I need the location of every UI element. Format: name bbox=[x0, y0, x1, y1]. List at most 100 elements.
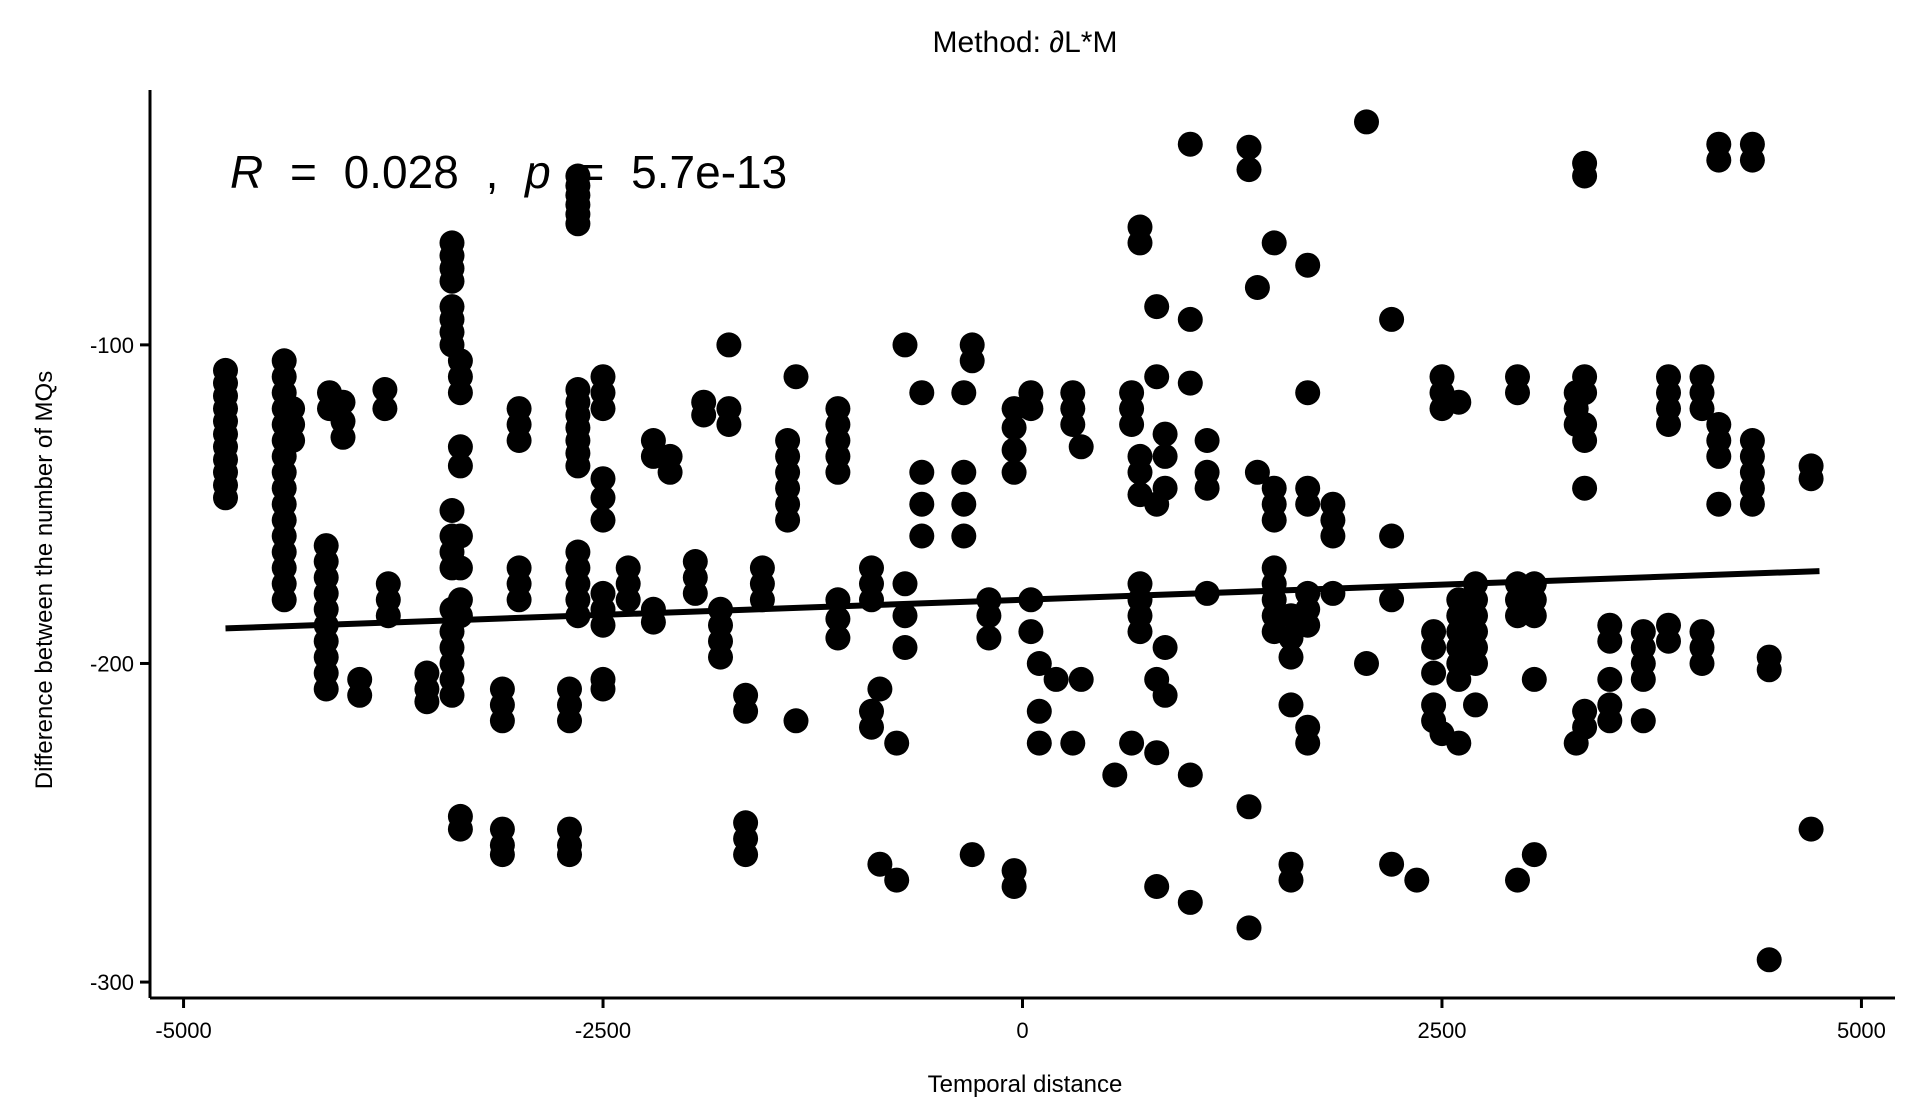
data-point bbox=[506, 428, 532, 453]
y-tick-label: -300 bbox=[90, 970, 134, 995]
data-point bbox=[1320, 580, 1346, 606]
data-point bbox=[1630, 708, 1656, 734]
data-point bbox=[414, 689, 440, 715]
y-axis-ticks: -300 -200 -100 bbox=[90, 333, 150, 995]
data-point bbox=[1597, 628, 1623, 654]
p-value: 5.7e-13 bbox=[631, 146, 787, 198]
data-point bbox=[1463, 651, 1488, 676]
data-point bbox=[1798, 466, 1824, 492]
data-point bbox=[783, 708, 809, 734]
data-point bbox=[825, 625, 851, 651]
data-point bbox=[959, 842, 985, 868]
data-point bbox=[1152, 635, 1178, 660]
data-point bbox=[447, 523, 473, 549]
data-point bbox=[1026, 698, 1052, 724]
x-tick-label: 2500 bbox=[1417, 1018, 1466, 1043]
data-point bbox=[1463, 692, 1488, 718]
data-point bbox=[1572, 475, 1598, 501]
data-point bbox=[590, 466, 616, 492]
data-point bbox=[1144, 294, 1170, 320]
data-point bbox=[1018, 619, 1044, 645]
data-point bbox=[447, 453, 473, 479]
data-point bbox=[1756, 657, 1782, 683]
data-point bbox=[1572, 163, 1598, 189]
data-point bbox=[976, 625, 1002, 651]
data-point bbox=[1261, 230, 1287, 256]
data-point bbox=[1152, 421, 1178, 447]
data-point bbox=[280, 428, 306, 453]
data-point bbox=[1521, 666, 1547, 692]
data-point bbox=[892, 603, 918, 629]
data-point bbox=[1739, 147, 1765, 173]
data-point bbox=[1379, 306, 1405, 332]
data-point bbox=[951, 380, 977, 406]
data-point bbox=[1756, 947, 1782, 973]
data-point bbox=[1739, 491, 1765, 517]
data-point bbox=[1379, 851, 1405, 877]
annotation-separator: , bbox=[486, 146, 499, 198]
data-point bbox=[1295, 730, 1321, 756]
data-point bbox=[1261, 507, 1287, 533]
data-point bbox=[959, 348, 985, 374]
data-point bbox=[330, 389, 356, 415]
data-point bbox=[884, 867, 910, 893]
data-point bbox=[1194, 475, 1220, 501]
data-point bbox=[1177, 306, 1203, 332]
data-point bbox=[1177, 889, 1203, 915]
x-tick-label: -2500 bbox=[575, 1018, 631, 1043]
data-point bbox=[1421, 635, 1447, 660]
data-point bbox=[565, 211, 591, 237]
data-point bbox=[884, 730, 910, 756]
p-symbol: p bbox=[523, 146, 551, 198]
data-point bbox=[1144, 740, 1170, 766]
correlation-annotation: R = 0.028 , p = 5.7e-13 bbox=[230, 146, 787, 198]
data-point bbox=[347, 682, 373, 708]
data-point bbox=[1026, 730, 1052, 756]
data-point bbox=[1236, 134, 1262, 160]
data-point bbox=[1706, 443, 1732, 469]
data-point bbox=[892, 571, 918, 597]
y-axis-title: Difference between the number of MQs bbox=[31, 371, 58, 789]
data-point bbox=[892, 635, 918, 660]
data-point bbox=[1706, 491, 1732, 517]
data-point bbox=[1446, 666, 1472, 692]
data-point bbox=[1001, 459, 1027, 485]
data-point bbox=[1026, 651, 1052, 676]
data-point bbox=[1656, 628, 1681, 654]
data-point bbox=[1521, 842, 1547, 868]
data-point bbox=[682, 580, 708, 606]
x-tick-label: -5000 bbox=[155, 1018, 211, 1043]
r-equals: = bbox=[290, 146, 317, 198]
data-point bbox=[1001, 437, 1027, 463]
data-point bbox=[1244, 459, 1270, 485]
data-point bbox=[447, 380, 473, 406]
data-point bbox=[1152, 443, 1178, 469]
x-tick-label: 5000 bbox=[1837, 1018, 1886, 1043]
data-point bbox=[775, 507, 801, 533]
data-point bbox=[1379, 587, 1405, 613]
data-point bbox=[867, 851, 893, 877]
data-point bbox=[1572, 428, 1598, 453]
data-point bbox=[590, 396, 616, 422]
data-point bbox=[590, 676, 616, 702]
data-points bbox=[213, 109, 1824, 973]
data-point bbox=[716, 412, 742, 437]
data-point bbox=[1404, 867, 1430, 893]
data-point bbox=[1127, 619, 1153, 645]
data-point bbox=[1689, 396, 1715, 422]
data-point bbox=[1043, 666, 1069, 692]
data-point bbox=[1446, 389, 1472, 415]
data-point bbox=[557, 842, 582, 868]
data-point bbox=[825, 606, 851, 632]
data-point bbox=[859, 587, 884, 613]
data-point bbox=[909, 523, 935, 549]
data-point bbox=[1572, 714, 1598, 740]
data-point bbox=[372, 396, 398, 422]
data-point bbox=[1320, 523, 1346, 549]
data-point bbox=[447, 603, 473, 629]
data-point bbox=[1194, 428, 1220, 453]
data-point bbox=[1001, 858, 1027, 884]
data-point bbox=[1572, 380, 1598, 406]
data-point bbox=[1119, 412, 1145, 437]
